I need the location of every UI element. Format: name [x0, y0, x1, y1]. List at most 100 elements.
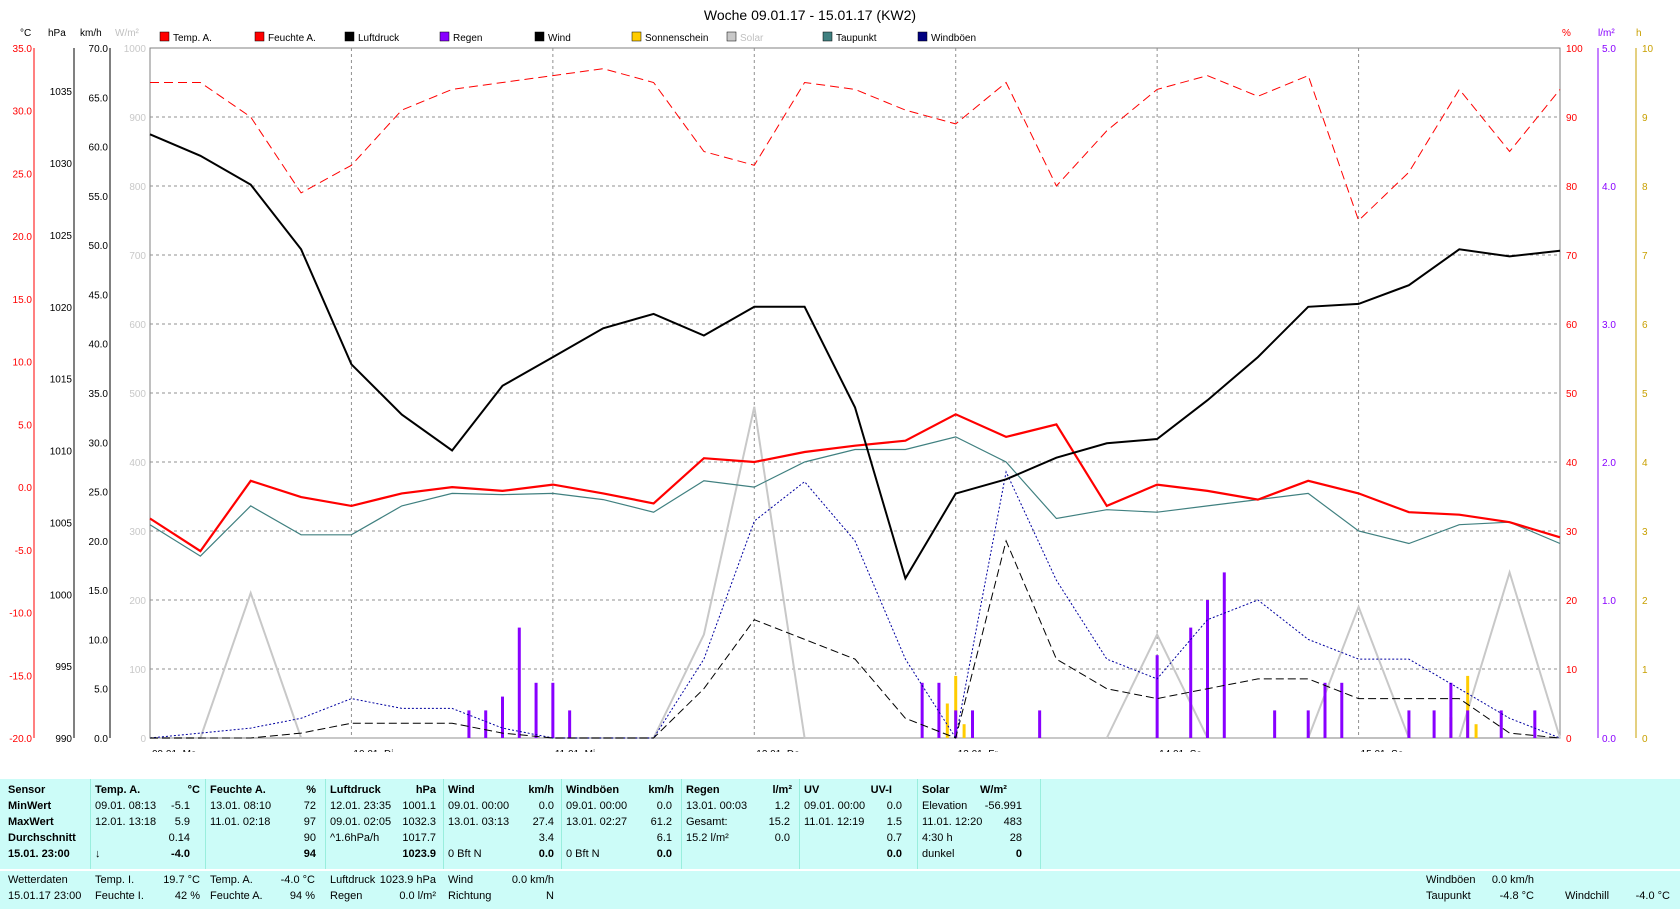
summary-cell-info: 11.01. 12:19: [804, 816, 865, 828]
tick-pressure: 1000: [50, 590, 73, 601]
tick-wind: 50.0: [89, 241, 109, 252]
summary-separator: [443, 779, 444, 869]
rain-bar: [568, 710, 572, 738]
luftdruck-label: Luftdruck: [330, 874, 376, 886]
summary-cell-value: -4.0: [171, 848, 190, 860]
summary-header: Regen: [686, 784, 720, 796]
summary-cell-value: 0.0: [538, 848, 554, 860]
temp-a-value: -4.0 °C: [280, 874, 315, 886]
tick-wind: 20.0: [89, 537, 109, 548]
weather-datetime: 15.01.17 23:00: [8, 890, 82, 902]
tick-solar: 400: [129, 458, 146, 469]
tick-humidity: 10: [1566, 665, 1578, 676]
tick-wind: 35.0: [89, 389, 109, 400]
rain-bar: [1222, 572, 1226, 738]
tick-solar: 100: [129, 665, 146, 676]
summary-cell-info: ^1.6hPa/h: [330, 832, 380, 844]
tick-wind: 65.0: [89, 93, 109, 104]
rain-bar: [1038, 710, 1042, 738]
summary-cell-info: 11.01. 02:18: [210, 816, 271, 828]
sunshine-bar: [954, 675, 958, 738]
sunshine-bar: [1474, 724, 1478, 738]
summary-row-label: Durchschnitt: [8, 832, 76, 844]
tick-solar: 300: [129, 527, 146, 538]
regen-label: Regen: [330, 890, 363, 902]
tick-temp: 30.0: [13, 107, 33, 118]
summary-cell-value: 0.0: [656, 848, 672, 860]
tick-pressure: 1020: [50, 303, 73, 314]
tick-pressure: 1005: [50, 518, 73, 529]
summary-cell-value: 90: [303, 832, 316, 844]
tick-temp: 5.0: [18, 420, 32, 431]
summary-header: Feuchte A.: [210, 784, 266, 796]
legend-swatch: [534, 31, 545, 42]
summary-header: %: [306, 784, 316, 796]
tick-wind: 30.0: [89, 438, 109, 449]
tick-temp: -20.0: [9, 734, 32, 745]
tick-pressure: 990: [55, 734, 72, 745]
rain-bar: [954, 710, 958, 738]
series-humidity: [150, 68, 1561, 222]
sunshine-bar: [962, 724, 966, 738]
rain-bar: [1449, 682, 1453, 738]
chart-title: Woche 09.01.17 - 15.01.17 (KW2): [704, 7, 916, 23]
tick-temp: 10.0: [13, 358, 33, 369]
wind-value: 0.0 km/h: [511, 874, 554, 886]
rain-bar: [467, 710, 471, 738]
rain-bar: [1273, 710, 1277, 738]
summary-cell-value: 0.0: [886, 848, 902, 860]
x-day-label: 15.01. So: [1361, 749, 1404, 752]
rain-bar: [517, 627, 521, 738]
summary-cell-info: 12.01. 13:18: [95, 816, 157, 828]
tick-sun: 3: [1642, 527, 1648, 538]
summary-cell-value: 27.4: [532, 816, 554, 828]
tick-sun: 9: [1642, 113, 1648, 124]
x-day-label: 14.01. Sa: [1159, 749, 1202, 752]
tick-temp: 35.0: [13, 44, 33, 55]
summary-separator: [681, 779, 682, 869]
summary-cell-info: 09.01. 02:05: [330, 816, 392, 828]
legend-swatch: [822, 31, 833, 42]
tick-rain: 1.0: [1602, 596, 1616, 607]
tick-wind: 0.0: [94, 734, 108, 745]
regen-value: 0.0 l/m²: [399, 890, 436, 902]
tick-sun: 1: [1642, 665, 1648, 676]
rain-bar: [1407, 710, 1411, 738]
summary-cell-value: 1001.1: [402, 800, 436, 812]
summary-separator: [917, 779, 918, 869]
tick-wind: 60.0: [89, 143, 109, 154]
legend-swatch: [439, 31, 450, 42]
summary-cell-info: Elevation: [922, 800, 968, 812]
rain-bar: [937, 682, 941, 738]
legend-swatch: [344, 31, 355, 42]
tick-wind: 55.0: [89, 192, 109, 203]
summary-cell-value: -56.991: [984, 800, 1022, 812]
summary-cell-info: 09.01. 00:00: [804, 800, 866, 812]
summary-row-label: MaxWert: [8, 816, 54, 828]
summary-header: Wind: [448, 784, 475, 796]
summary-cell-value: 1023.9: [402, 848, 436, 860]
summary-cell-value: 0: [1015, 848, 1022, 860]
summary-cell-info: 15.2 l/m²: [686, 832, 729, 844]
legend-swatch: [159, 31, 170, 42]
summary-cell-value: 15.2: [768, 816, 790, 828]
unit-pressure: hPa: [48, 28, 66, 39]
rain-bar: [1340, 682, 1344, 738]
summary-cell-info: 13.01. 00:03: [686, 800, 748, 812]
tick-humidity: 90: [1566, 113, 1578, 124]
windboen-value: 0.0 km/h: [1491, 874, 1534, 886]
unit-sun: h: [1636, 28, 1642, 39]
legend-swatch: [726, 31, 737, 42]
tick-temp: 15.0: [13, 295, 33, 306]
series-pressure: [149, 133, 1561, 581]
summary-header: l/m²: [772, 784, 792, 796]
tick-pressure: 1025: [50, 231, 73, 242]
feuchte-a-label: Feuchte A.: [210, 890, 263, 902]
tick-wind: 10.0: [89, 635, 109, 646]
current-weather-panel: Wetterdaten 15.01.17 23:00 Temp. I. 19.7…: [0, 871, 1680, 909]
summary-header: W/m²: [980, 784, 1007, 796]
summary-cell-value: 1032.3: [402, 816, 436, 828]
tick-wind: 5.0: [94, 685, 108, 696]
unit-wind: km/h: [80, 28, 102, 39]
summary-cell-value: 0.0: [538, 800, 554, 812]
